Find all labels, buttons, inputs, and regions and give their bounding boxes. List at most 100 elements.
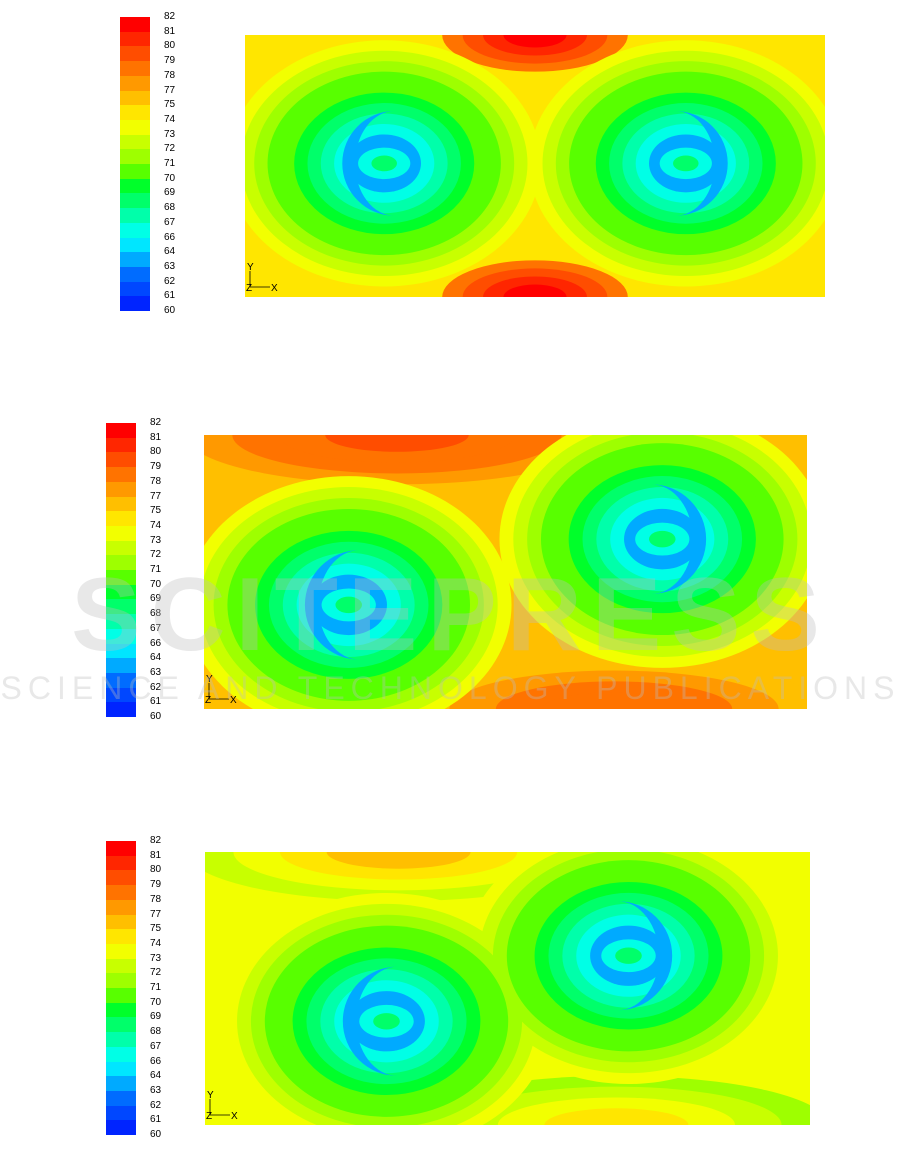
y-axis-label: Y bbox=[206, 674, 213, 685]
colorbar-segment bbox=[106, 555, 136, 571]
colorbar-tick-label: 68 bbox=[164, 202, 176, 214]
vortex-crescent bbox=[675, 110, 728, 216]
colorbar-segment bbox=[106, 1002, 136, 1018]
colorbar-segment bbox=[106, 437, 136, 453]
vortex-core bbox=[649, 530, 676, 548]
contour-plot-3: YZ X bbox=[205, 852, 810, 1125]
colorbar-segment bbox=[106, 1105, 136, 1121]
colorbar-tick-label: 67 bbox=[150, 1040, 162, 1052]
vortex-crescent bbox=[617, 901, 673, 1011]
colorbar-tick-label: 82 bbox=[164, 11, 176, 22]
colorbar-tick-label: 79 bbox=[164, 55, 176, 67]
colorbar-tick-label: 73 bbox=[150, 952, 162, 964]
colorbar-tick-label: 80 bbox=[164, 40, 176, 52]
colorbar-tick-label: 60 bbox=[150, 711, 162, 722]
colorbar-segment bbox=[120, 119, 150, 136]
colorbar-tick-label: 61 bbox=[150, 1114, 162, 1126]
x-axis-label: X bbox=[230, 695, 237, 706]
colorbar-tick-label: 63 bbox=[150, 1084, 162, 1096]
colorbar-segment bbox=[106, 540, 136, 556]
colorbar-segment bbox=[106, 855, 136, 871]
colorbar-tick-label: 81 bbox=[164, 25, 176, 37]
colorbar-segment bbox=[106, 1090, 136, 1107]
colorbar-tick-label: 77 bbox=[150, 908, 162, 920]
hotspot-band bbox=[542, 692, 686, 709]
vortex-core bbox=[373, 1013, 400, 1030]
colorbar-tick-label: 77 bbox=[150, 490, 162, 502]
colorbar-segment bbox=[120, 17, 150, 33]
colorbar-tick-label: 69 bbox=[150, 1011, 162, 1023]
colorbar-segment bbox=[106, 1032, 136, 1048]
colorbar-tick-label: 81 bbox=[150, 849, 162, 861]
colorbar-tick-label: 72 bbox=[164, 143, 176, 155]
colorbar-tick-label: 68 bbox=[150, 608, 162, 620]
vortex-core bbox=[335, 596, 362, 614]
hotspot-band bbox=[503, 284, 567, 297]
colorbar-segment bbox=[120, 31, 150, 47]
x-axis-label: X bbox=[231, 1111, 238, 1122]
colorbar-tick-label: 66 bbox=[150, 1055, 162, 1067]
colorbar-segment bbox=[106, 973, 136, 989]
colorbar-tick-label: 63 bbox=[150, 666, 162, 678]
colorbar-tick-label: 71 bbox=[150, 982, 162, 993]
colorbar-tick-label: 66 bbox=[164, 231, 176, 243]
colorbar-segment bbox=[120, 90, 150, 106]
colorbar-tick-label: 79 bbox=[150, 879, 162, 891]
colorbar-tick-label: 70 bbox=[150, 578, 162, 590]
z-axis-label: Z bbox=[246, 283, 252, 294]
colorbar-segment bbox=[106, 702, 136, 718]
colorbar-tick-label: 77 bbox=[164, 84, 176, 96]
colorbar-segment bbox=[120, 134, 150, 150]
colorbar-tick-label: 67 bbox=[150, 622, 162, 634]
colorbar-tick-label: 74 bbox=[150, 519, 162, 531]
colorbar-segment bbox=[106, 899, 136, 915]
colorbar-tick-label: 75 bbox=[150, 505, 162, 517]
colorbar-tick-label: 68 bbox=[150, 1026, 162, 1038]
colorbar-segment bbox=[120, 164, 150, 180]
colorbar-tick-label: 75 bbox=[150, 923, 162, 935]
colorbar-tick-label: 74 bbox=[164, 113, 176, 125]
vortex-crescent bbox=[342, 110, 395, 216]
colorbar-segment bbox=[106, 914, 136, 930]
vortex-crescent bbox=[651, 484, 707, 594]
colorbar-tick-label: 70 bbox=[150, 996, 162, 1008]
colorbar-segment bbox=[106, 423, 136, 439]
axis-triad: YZ X bbox=[206, 1090, 238, 1122]
colorbar-tick-label: 64 bbox=[150, 1070, 162, 1082]
colorbar-segment bbox=[120, 75, 150, 91]
colorbar-segment bbox=[106, 687, 136, 703]
colorbar-tick-label: 79 bbox=[150, 461, 162, 473]
colorbar-tick-label: 70 bbox=[164, 172, 176, 184]
colorbar-tick-label: 69 bbox=[164, 187, 176, 199]
colorbar-segment bbox=[120, 266, 150, 283]
colorbar-segment bbox=[106, 467, 136, 483]
vortex-crescent bbox=[304, 550, 360, 660]
colorbar-tick-label: 62 bbox=[150, 1099, 162, 1111]
colorbar-segment bbox=[106, 628, 136, 644]
contour-plot-1: YZ X bbox=[245, 35, 825, 297]
vortex-crescent bbox=[342, 966, 398, 1076]
y-axis-label: Y bbox=[247, 262, 254, 273]
colorbar-segment bbox=[106, 885, 136, 901]
hotspot-band bbox=[325, 435, 469, 452]
axis-triad: YZ X bbox=[246, 262, 278, 294]
contour-plot-2: YZ X bbox=[204, 435, 807, 709]
colorbar-tick-label: 74 bbox=[150, 937, 162, 949]
z-axis-label: Z bbox=[206, 1111, 212, 1122]
colorbar-segment bbox=[106, 1120, 136, 1136]
colorbar-segment bbox=[106, 452, 136, 468]
colorbar-segment bbox=[106, 481, 136, 497]
colorbar-segment bbox=[120, 178, 150, 194]
colorbar-segment bbox=[120, 237, 150, 253]
colorbar-segment bbox=[106, 496, 136, 512]
colorbar-segment bbox=[106, 525, 136, 542]
colorbar-segment bbox=[120, 46, 150, 62]
colorbar-segment bbox=[120, 193, 150, 209]
colorbar-tick-label: 78 bbox=[150, 475, 162, 487]
colorbar-segment bbox=[120, 61, 150, 77]
colorbar-segment bbox=[106, 958, 136, 974]
colorbar-segment bbox=[106, 1076, 136, 1092]
colorbar-segment bbox=[106, 672, 136, 689]
colorbar-segment bbox=[106, 584, 136, 600]
